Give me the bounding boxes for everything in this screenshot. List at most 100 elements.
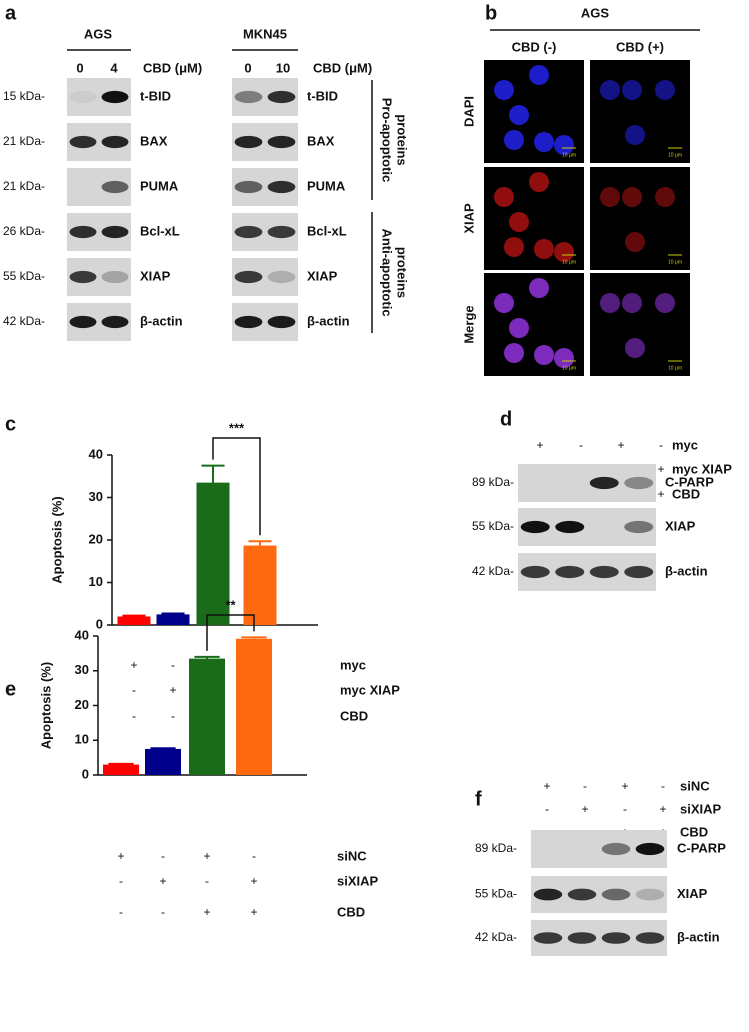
blot-band — [589, 476, 619, 490]
cell — [534, 345, 554, 365]
blot-band — [101, 315, 129, 329]
condition-sign: + — [203, 905, 210, 919]
y-axis-label: Apoptosis (%) — [38, 662, 53, 749]
blot-band — [69, 135, 97, 149]
cell — [625, 338, 645, 358]
kda-label: 26 kDa- — [3, 224, 45, 238]
condition-sign: + — [117, 849, 124, 863]
condition-label: myc XIAP — [340, 682, 400, 697]
cell — [534, 239, 554, 259]
protein-label: Bcl-xL — [140, 223, 180, 238]
protein-label: β-actin — [307, 313, 350, 328]
scale-label: 10 μm — [668, 152, 682, 158]
blot-band — [601, 842, 631, 856]
panel-letter: a — [5, 2, 17, 24]
y-tick-label: 10 — [89, 574, 103, 589]
panel-letter: b — [485, 2, 497, 24]
protein-label: β-actin — [677, 929, 720, 944]
cell — [625, 232, 645, 252]
bar — [243, 545, 277, 625]
condition-label: CBD — [337, 904, 365, 919]
y-tick-label: 20 — [75, 697, 89, 712]
condition-sign: - — [205, 874, 209, 888]
scale-label: 10 μm — [562, 365, 576, 371]
cell — [655, 187, 675, 207]
dose-label: 0 — [244, 60, 251, 75]
cell — [504, 343, 524, 363]
blot-band — [624, 520, 654, 534]
protein-label: XIAP — [677, 886, 708, 901]
kda-label: 21 kDa- — [3, 179, 45, 193]
kda-label: 55 kDa- — [472, 519, 514, 533]
condition-sign: + — [657, 487, 664, 501]
unit-label: CBD (μM) — [143, 60, 202, 75]
blot-band — [234, 315, 263, 329]
cell — [622, 293, 642, 313]
blot-band — [234, 90, 263, 104]
condition-sign: + — [657, 462, 664, 476]
blot-band — [555, 520, 585, 534]
cell — [494, 80, 514, 100]
significance-bracket — [212, 437, 261, 536]
cell — [600, 187, 620, 207]
condition-sign: - — [119, 874, 123, 888]
condition-label: siNC — [337, 848, 367, 863]
cell — [529, 278, 549, 298]
condition-label: myc XIAP — [672, 461, 732, 476]
side-label: Pro-apoptotic — [380, 98, 395, 183]
condition-sign: + — [250, 905, 257, 919]
protein-label: Bcl-xL — [307, 223, 347, 238]
blot-band — [69, 90, 97, 104]
column-label: CBD (-) — [512, 39, 557, 54]
protein-label: β-actin — [665, 563, 708, 578]
blot-band — [635, 932, 665, 944]
kda-label: 42 kDa- — [472, 564, 514, 578]
kda-label: 89 kDa- — [475, 841, 517, 855]
protein-label: XIAP — [665, 518, 696, 533]
condition-sign: - — [661, 779, 665, 793]
bar — [236, 638, 272, 775]
cell — [509, 318, 529, 338]
condition-label: myc — [340, 657, 366, 672]
panel-title: AGS — [581, 5, 610, 20]
condition-sign: + — [203, 849, 210, 863]
blot-band — [234, 180, 263, 194]
condition-sign: - — [252, 849, 256, 863]
blot-band — [589, 565, 619, 579]
blot-band — [624, 476, 654, 490]
condition-sign: - — [583, 779, 587, 793]
kda-label: 15 kDa- — [3, 89, 45, 103]
blot-band — [624, 565, 654, 579]
cell — [622, 187, 642, 207]
row-label: XIAP — [461, 203, 476, 234]
cell — [554, 348, 574, 368]
blot-band — [267, 90, 296, 104]
panel-letter: e — [5, 678, 16, 700]
group-label: AGS — [84, 26, 113, 41]
blot-band — [267, 225, 296, 239]
condition-sign: - — [579, 438, 583, 452]
blot-band — [267, 315, 296, 329]
blot-band — [234, 270, 263, 284]
bar — [117, 616, 151, 625]
y-tick-label: 30 — [75, 662, 89, 677]
blot-band — [533, 888, 563, 901]
cell — [494, 187, 514, 207]
condition-sign: + — [169, 683, 176, 697]
condition-sign: + — [130, 658, 137, 672]
bar — [156, 614, 190, 625]
scale-label: 10 μm — [562, 259, 576, 265]
group-label: MKN45 — [243, 26, 287, 41]
condition-label: siXIAP — [337, 873, 379, 888]
bar — [145, 748, 181, 775]
micrograph — [590, 273, 690, 376]
kda-label: 42 kDa- — [3, 314, 45, 328]
condition-label: CBD — [340, 708, 368, 723]
protein-label: BAX — [140, 133, 168, 148]
condition-sign: - — [623, 802, 627, 816]
blot-background — [518, 464, 656, 502]
condition-sign: - — [171, 709, 175, 723]
bar — [189, 658, 225, 775]
y-axis-label: Apoptosis (%) — [49, 496, 64, 583]
cell — [554, 135, 574, 155]
